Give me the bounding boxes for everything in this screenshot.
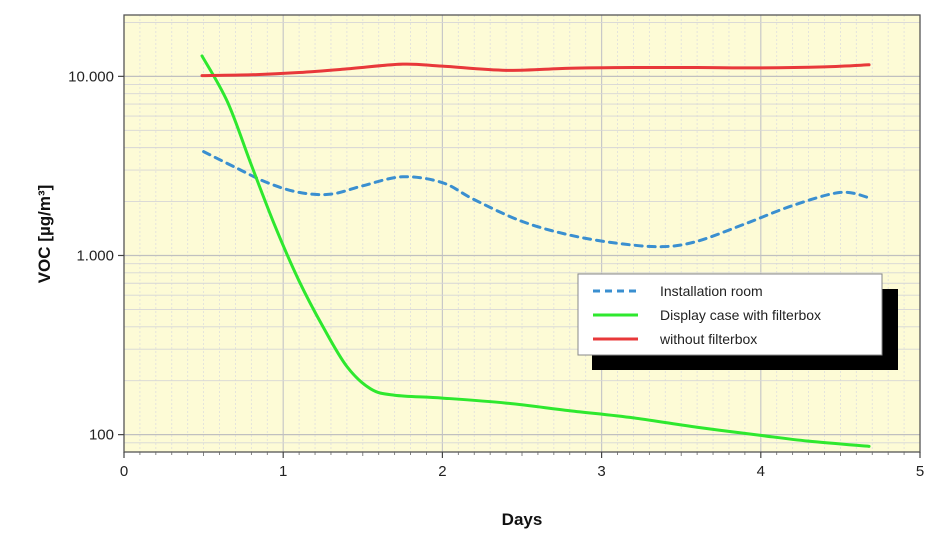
- y-axis-label: VOC [µg/m³]: [35, 185, 54, 284]
- legend-item-installation-room: Installation room: [660, 283, 763, 299]
- legend-item-without-filterbox: without filterbox: [659, 331, 757, 347]
- axes: 0 1 2 3 4 5 100 1.000 10.000: [68, 68, 924, 480]
- series-without-filterbox-line: [200, 62, 871, 78]
- series-group: [200, 54, 871, 448]
- y-tick-label: 10.000: [68, 68, 114, 85]
- legend: Installation room Display case with filte…: [577, 273, 898, 370]
- x-axis-label: Days: [502, 510, 543, 529]
- x-tick-label: 5: [916, 463, 924, 480]
- series-display-case-with-filterbox-line: [200, 54, 871, 448]
- series-installation-room-line: [202, 150, 871, 249]
- y-tick-label: 1.000: [76, 247, 114, 264]
- x-tick-label: 4: [757, 463, 765, 480]
- x-tick-label: 3: [597, 463, 605, 480]
- legend-item-display-case-with-filterbox: Display case with filterbox: [660, 307, 821, 323]
- x-tick-label: 0: [120, 463, 128, 480]
- x-tick-label: 1: [279, 463, 287, 480]
- y-tick-label: 100: [89, 427, 114, 444]
- x-tick-label: 2: [438, 463, 446, 480]
